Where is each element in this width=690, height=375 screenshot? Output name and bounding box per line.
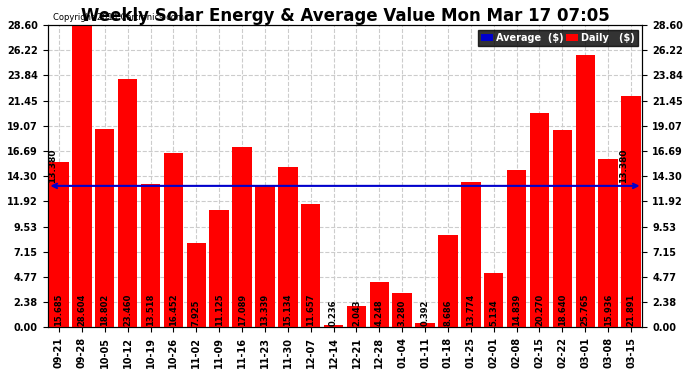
Text: Copyright 2014 Cartronics.com: Copyright 2014 Cartronics.com xyxy=(54,13,184,22)
Bar xyxy=(370,282,389,327)
Bar xyxy=(575,55,595,327)
Text: 23.460: 23.460 xyxy=(123,293,132,326)
Text: 0.236: 0.236 xyxy=(329,299,338,326)
Bar xyxy=(415,323,435,327)
Text: 15.936: 15.936 xyxy=(604,293,613,326)
Text: 7.925: 7.925 xyxy=(192,299,201,326)
Text: 13.518: 13.518 xyxy=(146,293,155,326)
Bar xyxy=(118,80,137,327)
Text: 15.685: 15.685 xyxy=(55,293,63,326)
Bar xyxy=(393,292,412,327)
Text: 11.125: 11.125 xyxy=(215,293,224,326)
Bar xyxy=(530,113,549,327)
Text: 11.657: 11.657 xyxy=(306,293,315,326)
Bar xyxy=(255,186,275,327)
Bar xyxy=(598,159,618,327)
Bar xyxy=(621,96,641,327)
Text: 0.392: 0.392 xyxy=(421,299,430,326)
Text: 5.134: 5.134 xyxy=(489,299,498,326)
Bar xyxy=(346,306,366,327)
Text: 13.774: 13.774 xyxy=(466,293,475,326)
Text: 17.089: 17.089 xyxy=(237,294,246,326)
Bar xyxy=(95,129,115,327)
Bar xyxy=(72,25,92,327)
Text: 25.765: 25.765 xyxy=(581,293,590,326)
Text: 4.248: 4.248 xyxy=(375,299,384,326)
Bar xyxy=(438,236,457,327)
Bar xyxy=(186,243,206,327)
Bar xyxy=(461,182,480,327)
Bar xyxy=(210,210,229,327)
Text: 18.640: 18.640 xyxy=(558,293,567,326)
Text: 2.043: 2.043 xyxy=(352,299,361,326)
Text: 13.380: 13.380 xyxy=(48,148,57,183)
Bar xyxy=(49,162,69,327)
Text: 18.802: 18.802 xyxy=(100,293,109,326)
Text: 14.839: 14.839 xyxy=(512,293,521,326)
Bar xyxy=(141,184,160,327)
Text: 13.380: 13.380 xyxy=(619,148,628,183)
Text: 28.604: 28.604 xyxy=(77,293,86,326)
Bar xyxy=(484,273,504,327)
Bar xyxy=(301,204,320,327)
Text: 13.339: 13.339 xyxy=(260,294,269,326)
Text: 20.270: 20.270 xyxy=(535,293,544,326)
Bar xyxy=(278,167,297,327)
Title: Weekly Solar Energy & Average Value Mon Mar 17 07:05: Weekly Solar Energy & Average Value Mon … xyxy=(81,7,609,25)
Bar xyxy=(507,171,526,327)
Bar xyxy=(553,130,572,327)
Text: 8.686: 8.686 xyxy=(444,299,453,326)
Text: 16.452: 16.452 xyxy=(169,293,178,326)
Text: 15.134: 15.134 xyxy=(284,293,293,326)
Text: 21.891: 21.891 xyxy=(627,293,635,326)
Legend: Average  ($), Daily   ($): Average ($), Daily ($) xyxy=(478,30,638,46)
Bar xyxy=(164,153,183,327)
Text: 3.280: 3.280 xyxy=(397,299,406,326)
Bar xyxy=(324,325,344,327)
Bar xyxy=(233,147,252,327)
